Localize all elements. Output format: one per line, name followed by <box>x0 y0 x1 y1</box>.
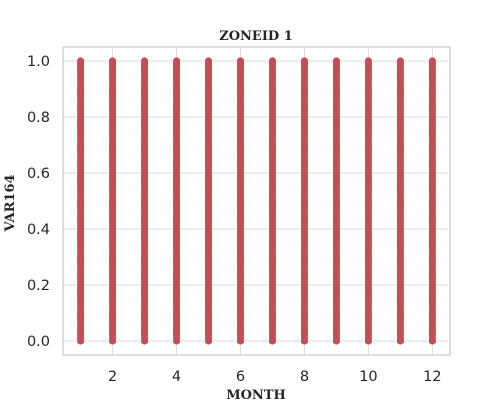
scatter-point <box>428 57 437 65</box>
scatter-point <box>396 57 405 65</box>
plot-frame <box>62 46 451 356</box>
x-axis-label: MONTH <box>226 388 286 400</box>
y-tick-label: 0.8 <box>27 110 50 126</box>
grid-lines <box>63 47 450 355</box>
scatter-point <box>76 57 85 65</box>
y-tick-labels: 0.0 0.2 0.4 0.6 0.8 1.0 <box>27 54 50 350</box>
x-tick-label: 8 <box>300 369 309 385</box>
x-tick-label: 10 <box>359 369 377 385</box>
y-tick-label: 0.4 <box>27 222 50 238</box>
chart-title: ZONEID 1 <box>219 29 293 44</box>
scatter-point <box>140 57 149 65</box>
scatter-point <box>364 57 373 65</box>
scatter-point <box>300 57 309 65</box>
x-tick-labels: 2 4 6 8 10 12 <box>108 369 442 385</box>
y-axis-label: VAR164 <box>3 174 18 232</box>
scatter-point <box>332 57 341 65</box>
y-tick-label: 0.2 <box>27 278 50 294</box>
scatter-point <box>172 57 181 65</box>
y-tick-label: 1.0 <box>27 54 50 70</box>
scatter-point <box>204 57 213 65</box>
data-points <box>76 57 437 345</box>
scatter-point <box>268 57 277 65</box>
y-tick-label: 0.6 <box>27 166 50 182</box>
scatter-point <box>108 57 117 65</box>
x-tick-label: 6 <box>236 369 245 385</box>
x-tick-label: 12 <box>423 369 441 385</box>
scatter-point <box>236 57 245 65</box>
y-tick-label: 0.0 <box>27 334 50 350</box>
x-tick-label: 2 <box>108 369 117 385</box>
x-tick-label: 4 <box>172 369 181 385</box>
